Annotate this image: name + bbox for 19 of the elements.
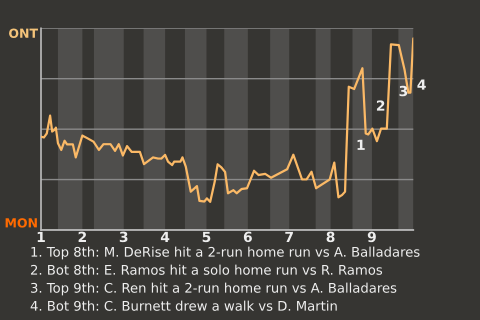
- text: ONT: [9, 28, 38, 38]
- text: MON: [6, 218, 37, 228]
- annotation: 2: [376, 100, 384, 111]
- x-tick-label: 5: [202, 232, 210, 242]
- x-tick-label: 8: [326, 232, 335, 242]
- annotation: 1: [358, 140, 365, 150]
- x-tick-label: 4: [160, 232, 170, 242]
- annotation: 3: [400, 86, 408, 96]
- text: 3. Top 9th: C. Ren hit a 2-run home run vs A. Balladares: [31, 282, 396, 296]
- x-tick-label: 3: [120, 232, 128, 242]
- text: 1. Top 8th: M. DeRise hit a 2-run home run vs A. Balladares: [31, 246, 420, 260]
- annotation: 4: [417, 79, 426, 90]
- x-tick-label: 2: [78, 232, 86, 242]
- x-tick-label: 9: [368, 232, 376, 242]
- x-tick-label: 1: [38, 232, 45, 242]
- text: 4. Bot 9th: C. Burnett drew a walk vs D. Martin: [30, 300, 337, 311]
- x-tick-label: 7: [285, 232, 293, 242]
- x-tick-label: 6: [244, 232, 252, 242]
- text: 2. Bot 8th: E. Ramos hit a solo home run vs R. Ramos: [30, 264, 382, 275]
